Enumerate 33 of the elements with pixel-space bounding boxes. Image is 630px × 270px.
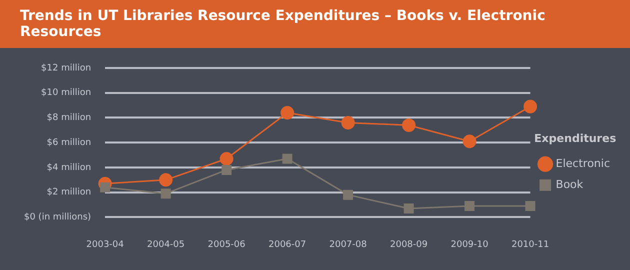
point [524, 100, 538, 114]
y-tick-label: $0 (in millions) [24, 212, 92, 223]
y-tick-label: $10 million [41, 88, 92, 98]
x-tick-label: 2003-04 [86, 240, 124, 250]
point [343, 190, 354, 200]
point [404, 204, 414, 214]
legend-label: Electronic [556, 156, 610, 170]
point [159, 173, 173, 187]
point [160, 188, 171, 199]
point [220, 152, 234, 166]
y-tick-label: $2 million [46, 188, 92, 198]
point [464, 201, 475, 212]
point [280, 106, 294, 120]
y-tick-label: $4 million [46, 162, 92, 173]
point [462, 134, 476, 148]
y-tick-label: $6 million [46, 138, 92, 148]
x-tick-label: 2005-06 [208, 240, 246, 250]
point [525, 201, 536, 212]
point [282, 154, 292, 164]
legend-label: Book [556, 178, 584, 191]
x-tick-label: 2004-05 [147, 240, 185, 250]
point [222, 164, 232, 175]
y-tick-label: $8 million [46, 113, 92, 124]
chart-title: Trends in UT Libraries Resource Expenditures – Books v. Electronic Resources [0, 0, 630, 48]
y-tick-label: $12 million [41, 63, 92, 74]
x-tick-label: 2009-10 [450, 240, 489, 250]
legend-title: Expenditures [534, 132, 617, 145]
x-tick-label: 2006-07 [268, 240, 306, 250]
x-tick-label: 2010-11 [511, 240, 550, 250]
x-tick-label: 2007-08 [329, 240, 368, 250]
x-tick-label: 2008-09 [390, 240, 428, 250]
point [341, 116, 355, 130]
point [402, 118, 416, 132]
